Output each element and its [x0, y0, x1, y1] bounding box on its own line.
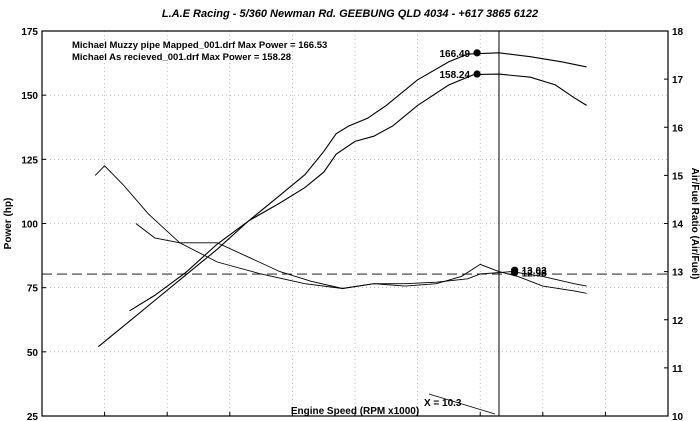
legend-entry: Michael Muzzy pipe Mapped_001.drf Max Po…	[72, 40, 327, 51]
legend-entry: Michael As recieved_001.drf Max Power = …	[72, 52, 291, 63]
readout-dot	[511, 268, 519, 277]
y-right-tick-label: 10	[672, 412, 684, 421]
y-axis-left-label: Power (hp)	[3, 198, 14, 250]
cursor-pointer	[428, 393, 496, 415]
series-line-4	[135, 223, 587, 289]
y-left-tick-label: 125	[21, 155, 38, 166]
y-left-tick-label: 50	[27, 348, 39, 359]
cursor-label: X = 10.3	[424, 398, 462, 409]
y-left-tick-label: 25	[27, 412, 39, 421]
y-right-tick-label: 18	[672, 27, 684, 38]
y-right-tick-label: 14	[672, 220, 684, 231]
y-right-tick-label: 11	[672, 364, 683, 375]
series-line-1	[97, 52, 587, 348]
y-left-tick-label: 175	[21, 27, 38, 38]
readout-label: 166.49	[439, 49, 470, 60]
y-right-tick-label: 17	[672, 75, 684, 86]
y-left-tick-label: 150	[21, 91, 38, 102]
y-axis-right-label: Air/Fuel Ratio (Air/Fuel)	[689, 168, 700, 280]
axis-ticks: 3456789101112132550751001251501751011121…	[21, 27, 683, 421]
y-left-tick-label: 100	[21, 220, 38, 231]
series-lines	[42, 52, 668, 348]
x-axis-label: Engine Speed (RPM x1000)	[291, 406, 419, 417]
y-right-tick-label: 13	[672, 268, 684, 279]
y-right-tick-label: 15	[672, 171, 684, 182]
y-left-tick-label: 75	[27, 284, 39, 295]
y-right-tick-label: 12	[672, 316, 684, 327]
readout-label: 13.03	[522, 266, 547, 277]
series-line-2	[129, 73, 587, 312]
readout-label: 12.98	[522, 269, 547, 280]
readout-dot	[473, 70, 481, 78]
readout-dot	[473, 49, 481, 57]
chart-title: L.A.E Racing - 5/360 Newman Rd. GEEBUNG …	[162, 8, 538, 20]
y-right-tick-label: 16	[672, 123, 684, 134]
readout-label: 158.24	[439, 70, 470, 81]
